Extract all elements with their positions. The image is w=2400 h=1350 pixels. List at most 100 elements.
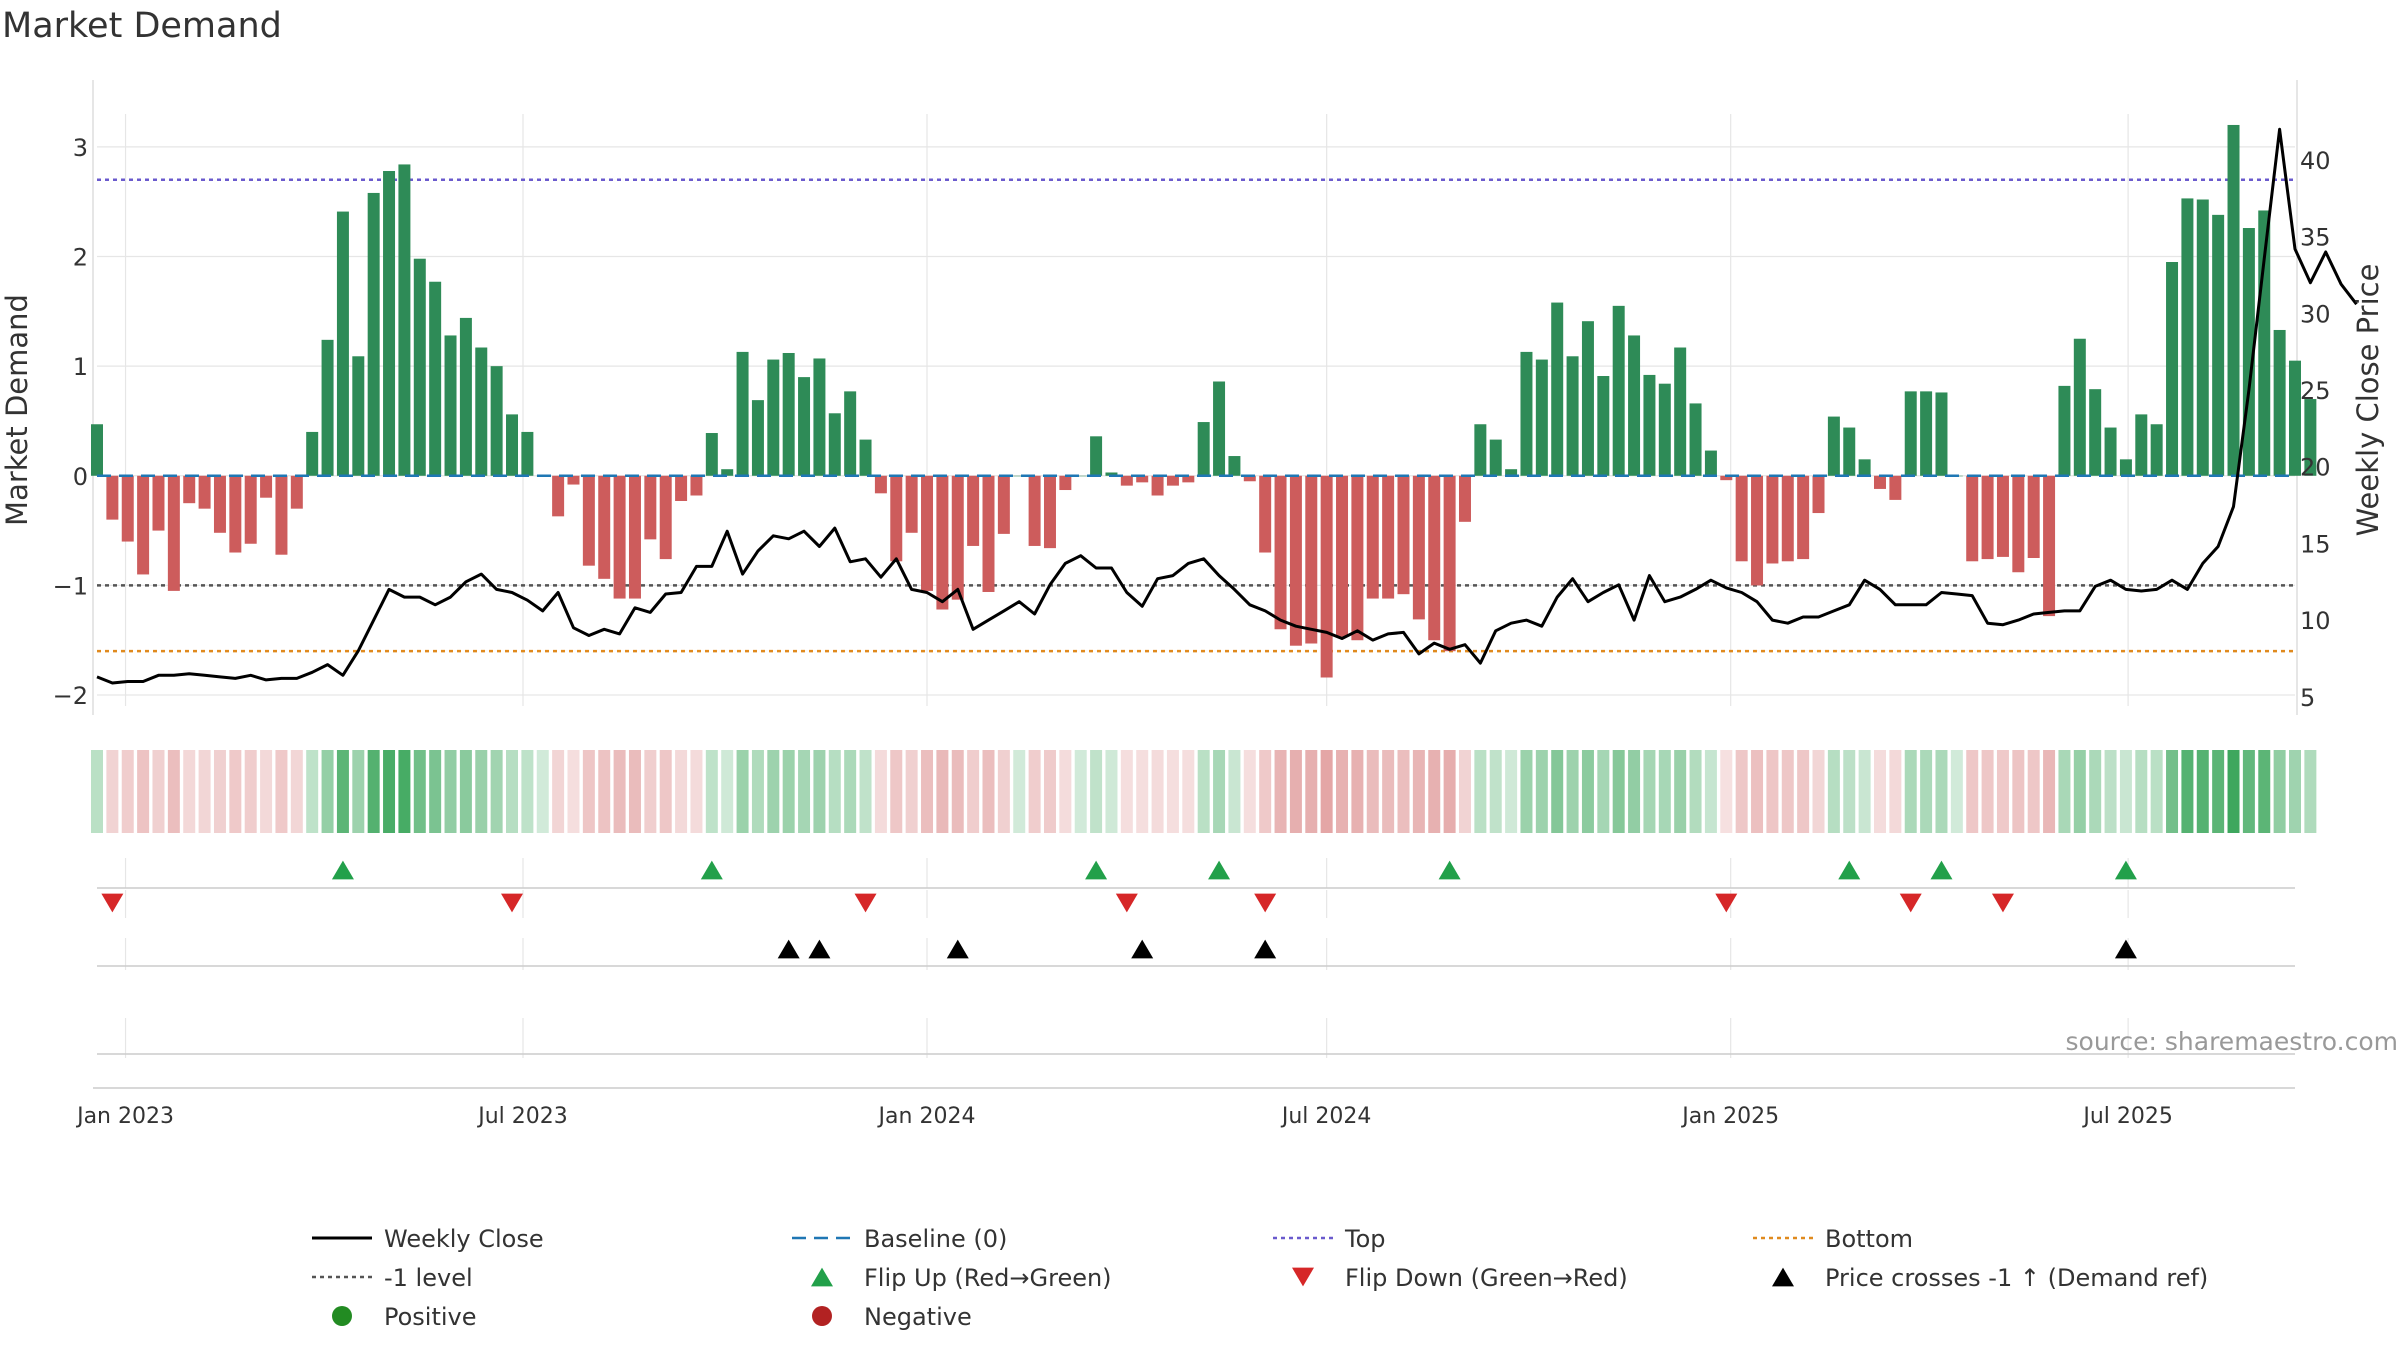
demand-bar [736,351,749,476]
chart-title: Market Demand [2,6,282,46]
demand-bar [721,469,734,476]
demand-bar [1735,475,1748,562]
heat-strip-cell [659,750,672,833]
demand-bar [2027,475,2040,558]
heat-strip-cell [1966,750,1979,833]
demand-bar [1551,302,1564,476]
demand-bar [1213,381,1226,476]
demand-bar [874,475,887,494]
demand-bar [1120,475,1133,486]
heat-strip-cell [1981,750,1994,833]
demand-bar [690,475,703,496]
heat-strip-cell [874,750,887,833]
demand-bar [1105,472,1118,476]
demand-bar [628,475,641,599]
y2-tick-label: 20 [2300,454,2331,482]
demand-bar [1090,436,1103,476]
heat-strip-cell [1443,750,1456,833]
heat-strip-cell [106,750,119,833]
demand-bar [1397,475,1410,595]
demand-bar [1228,456,1241,476]
demand-bar [782,352,795,476]
heat-strip-cell [2227,750,2240,833]
heat-strip-cell [536,750,549,833]
heat-strip-cell [1243,750,1256,833]
heat-strip-cell [828,750,841,833]
demand-bar [2273,329,2286,476]
flip-down-marker [1254,893,1277,913]
demand-bar [567,475,580,485]
heat-strip-cell [1351,750,1364,833]
heat-strip-cell [1950,750,1963,833]
cross-marker [1254,939,1277,959]
y-tick-label: −1 [53,572,88,600]
demand-bar [1366,475,1379,599]
y2-tick-label: 25 [2300,377,2331,405]
heat-strip-cell [1827,750,1840,833]
demand-bar [1197,422,1210,476]
legend-swatch-tri-down [1292,1267,1314,1287]
y2-tick-label: 10 [2300,607,2331,635]
demand-bar [1781,475,1794,562]
demand-bar [106,475,119,520]
heat-strip-cell [213,750,226,833]
demand-bar [1920,391,1933,476]
heat-strip-cell [521,750,534,833]
heat-strip-cell [1289,750,1302,833]
demand-bar [321,339,334,476]
heat-strip-cell [613,750,626,833]
demand-bar [1858,459,1871,476]
flip-down-marker [1899,893,1922,913]
demand-bar [1797,475,1810,560]
demand-bar [1412,475,1425,620]
legend-label: Weekly Close [384,1225,544,1253]
heat-strip-cell [167,750,180,833]
heat-strip-cell [967,750,980,833]
heat-strip-cell [1628,750,1641,833]
heat-strip-cell [1551,750,1564,833]
heat-strip-cell [137,750,150,833]
heat-strip-cell [628,750,641,833]
heat-strip-cell [121,750,134,833]
heat-strip-cell [306,750,319,833]
demand-bar [1259,475,1272,553]
heat-strip-cell [1136,750,1149,833]
demand-bar [1827,416,1840,476]
heat-strip-cell [1412,750,1425,833]
demand-bar [2212,214,2225,476]
demand-bar [2150,424,2163,476]
heat-strip-cell [275,750,288,833]
demand-bar [644,475,657,540]
demand-bar [1996,475,2009,557]
heat-strip-cell [321,750,334,833]
demand-bar [2258,210,2271,476]
demand-bar [1489,439,1502,476]
heat-strip-cell [751,750,764,833]
heat-strip-cell [1043,750,1056,833]
demand-bar [2289,360,2301,476]
demand-bar [1643,374,1656,476]
heat-strip-cell [2150,750,2163,833]
legend-label: Flip Up (Red→Green) [864,1264,1112,1292]
demand-bar [1151,475,1164,496]
heat-strip-cell [413,750,426,833]
heat-strip-cell [721,750,734,833]
demand-bar [1274,475,1287,630]
heat-strip-cell [2181,750,2194,833]
heat-strip-cell [2119,750,2132,833]
heat-strip-cell [336,750,349,833]
demand-bar [91,424,103,476]
demand-bar [2242,228,2255,476]
demand-bar [1535,359,1548,476]
demand-bar [1689,403,1702,476]
heat-strip-cell [567,750,580,833]
heat-strip-cell [1320,750,1333,833]
heat-strip-cell [997,750,1010,833]
heat-strip-cell [229,750,242,833]
demand-bar [521,431,534,476]
heat-strip-cell [813,750,826,833]
y2-tick-label: 40 [2300,147,2331,175]
y-axis-title: Market Demand [0,294,34,526]
demand-bar [1843,427,1856,476]
demand-bar [275,475,288,555]
